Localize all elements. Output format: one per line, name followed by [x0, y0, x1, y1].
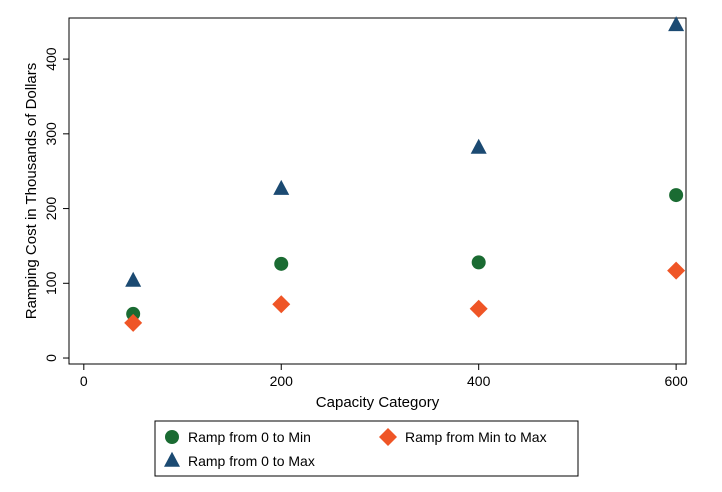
x-tick-label: 600: [664, 373, 688, 389]
plot-area: [68, 17, 687, 365]
y-axis-title: Ramping Cost in Thousands of Dollars: [23, 63, 40, 320]
x-axis-title: Capacity Category: [316, 394, 440, 411]
legend-label: Ramp from 0 to Max: [188, 453, 315, 469]
y-tick-label: 0: [43, 354, 59, 362]
legend-circle-icon: [165, 430, 179, 444]
legend: Ramp from 0 to Min Ramp from Min to Max Ra…: [154, 420, 579, 477]
triangle-point: [470, 138, 487, 154]
x-tick-label: 400: [467, 373, 491, 389]
x-tick-label: 0: [80, 373, 88, 389]
y-tick-label: 200: [43, 197, 59, 221]
circle-point: [471, 255, 486, 270]
legend-label: Ramp from Min to Max: [405, 429, 547, 445]
diamond-point: [124, 313, 143, 332]
x-tick-label: 200: [270, 373, 294, 389]
legend-triangle-icon: [164, 451, 180, 467]
circle-point: [274, 256, 289, 271]
y-tick-label: 300: [43, 122, 59, 146]
diamond-point: [272, 295, 291, 314]
triangle-point: [125, 271, 142, 287]
y-tick-label: 400: [43, 47, 59, 71]
x-axis: 0 200 400 600: [80, 364, 688, 389]
data-points: [124, 16, 686, 332]
y-axis: 0 100 200 300 400: [43, 47, 69, 362]
diamond-point: [667, 261, 686, 280]
legend-label: Ramp from 0 to Min: [188, 429, 311, 445]
legend-diamond-icon: [379, 428, 397, 446]
diamond-point: [469, 299, 488, 318]
circle-point: [669, 188, 684, 203]
triangle-point: [273, 179, 290, 195]
y-tick-label: 100: [43, 271, 59, 295]
plot-frame: [68, 17, 687, 365]
legend-box: [154, 420, 579, 477]
triangle-point: [668, 16, 685, 32]
